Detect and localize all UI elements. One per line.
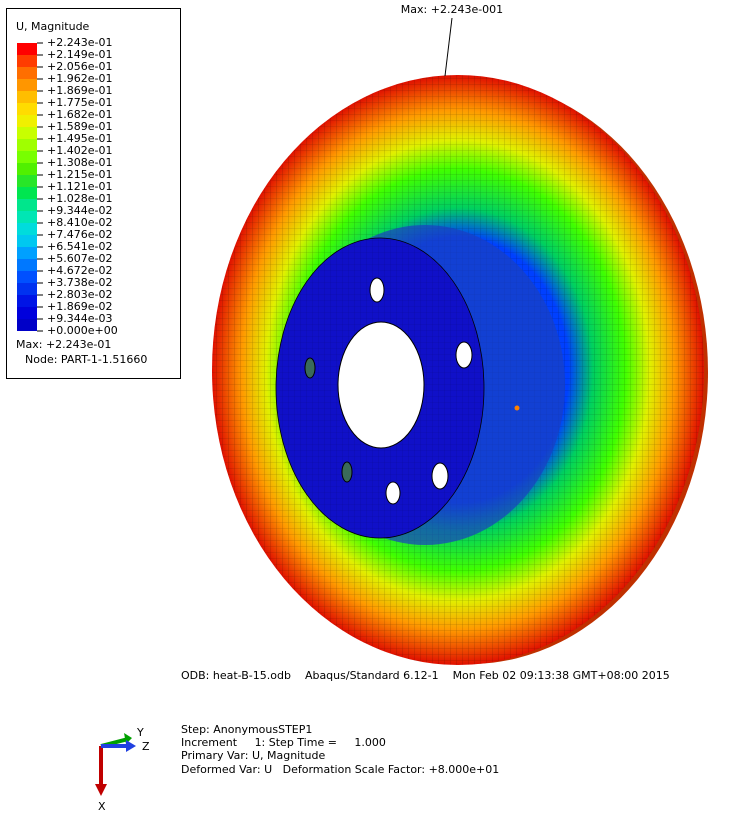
legend-swatch: [17, 139, 37, 151]
triad-y: Y: [136, 726, 144, 739]
legend-label: +1.775e-01: [47, 96, 112, 109]
legend-label: +3.738e-02: [47, 276, 112, 289]
legend-swatch: [17, 43, 37, 55]
legend-label: +1.402e-01: [47, 144, 112, 157]
legend-label: +1.869e-01: [47, 84, 112, 97]
legend-label: +5.607e-02: [47, 252, 112, 265]
legend-label: +2.056e-01: [47, 60, 112, 73]
legend-swatch: [17, 151, 37, 163]
legend: +2.243e-01+2.149e-01+2.056e-01+1.962e-01…: [17, 36, 118, 337]
legend-label: +4.672e-02: [47, 264, 112, 277]
increment-info: Increment 1: Step Time = 1.000: [181, 736, 386, 749]
legend-label: +1.215e-01: [47, 168, 112, 181]
legend-swatch: [17, 223, 37, 235]
legend-label: +1.028e-01: [47, 192, 112, 205]
legend-label: +1.495e-01: [47, 132, 112, 145]
brake-disc: [212, 75, 708, 665]
legend-label: +1.589e-01: [47, 120, 112, 133]
legend-label: +6.541e-02: [47, 240, 112, 253]
deformed-var: Deformed Var: U Deformation Scale Factor…: [181, 763, 499, 776]
legend-label: +1.308e-01: [47, 156, 112, 169]
legend-swatch: [17, 235, 37, 247]
legend-swatch: [17, 187, 37, 199]
legend-swatch: [17, 295, 37, 307]
legend-swatch: [17, 175, 37, 187]
legend-label: +2.803e-02: [47, 288, 112, 301]
legend-swatch: [17, 91, 37, 103]
primary-var: Primary Var: U, Magnitude: [181, 749, 326, 762]
triad-z: Z: [142, 740, 150, 753]
legend-label: +2.243e-01: [47, 36, 112, 49]
legend-swatch: [17, 259, 37, 271]
legend-label: +0.000e+00: [47, 324, 118, 337]
legend-swatch: [17, 283, 37, 295]
legend-swatch: [17, 319, 37, 331]
legend-title: U, Magnitude: [16, 20, 90, 33]
legend-label: +9.344e-02: [47, 204, 112, 217]
legend-swatch: [17, 79, 37, 91]
legend-label: +1.682e-01: [47, 108, 112, 121]
max-leader: [444, 17, 453, 77]
legend-swatch: [17, 307, 37, 319]
max-annotation: Max: +2.243e-001: [401, 3, 503, 16]
legend-swatch: [17, 127, 37, 139]
legend-swatch: [17, 247, 37, 259]
legend-label: +1.121e-01: [47, 180, 112, 193]
legend-swatch: [17, 271, 37, 283]
legend-label: +1.869e-02: [47, 300, 112, 313]
legend-node: Node: PART-1-1.51660: [25, 353, 147, 366]
triad-x: X: [98, 800, 106, 813]
odb-info: ODB: heat-B-15.odb Abaqus/Standard 6.12-…: [181, 669, 670, 682]
legend-label: +1.962e-01: [47, 72, 112, 85]
legend-label: +8.410e-02: [47, 216, 112, 229]
legend-swatch: [17, 163, 37, 175]
legend-swatch: [17, 199, 37, 211]
legend-label: +9.344e-03: [47, 312, 112, 325]
legend-label: +2.149e-01: [47, 48, 112, 61]
legend-swatch: [17, 115, 37, 127]
legend-label: +7.476e-02: [47, 228, 112, 241]
axis-triad: Y Z X: [95, 726, 150, 813]
legend-swatch: [17, 67, 37, 79]
legend-swatch: [17, 211, 37, 223]
legend-max: Max: +2.243e-01: [16, 338, 111, 351]
legend-swatch: [17, 55, 37, 67]
legend-swatch: [17, 103, 37, 115]
step-info: Step: AnonymousSTEP1: [181, 723, 312, 736]
